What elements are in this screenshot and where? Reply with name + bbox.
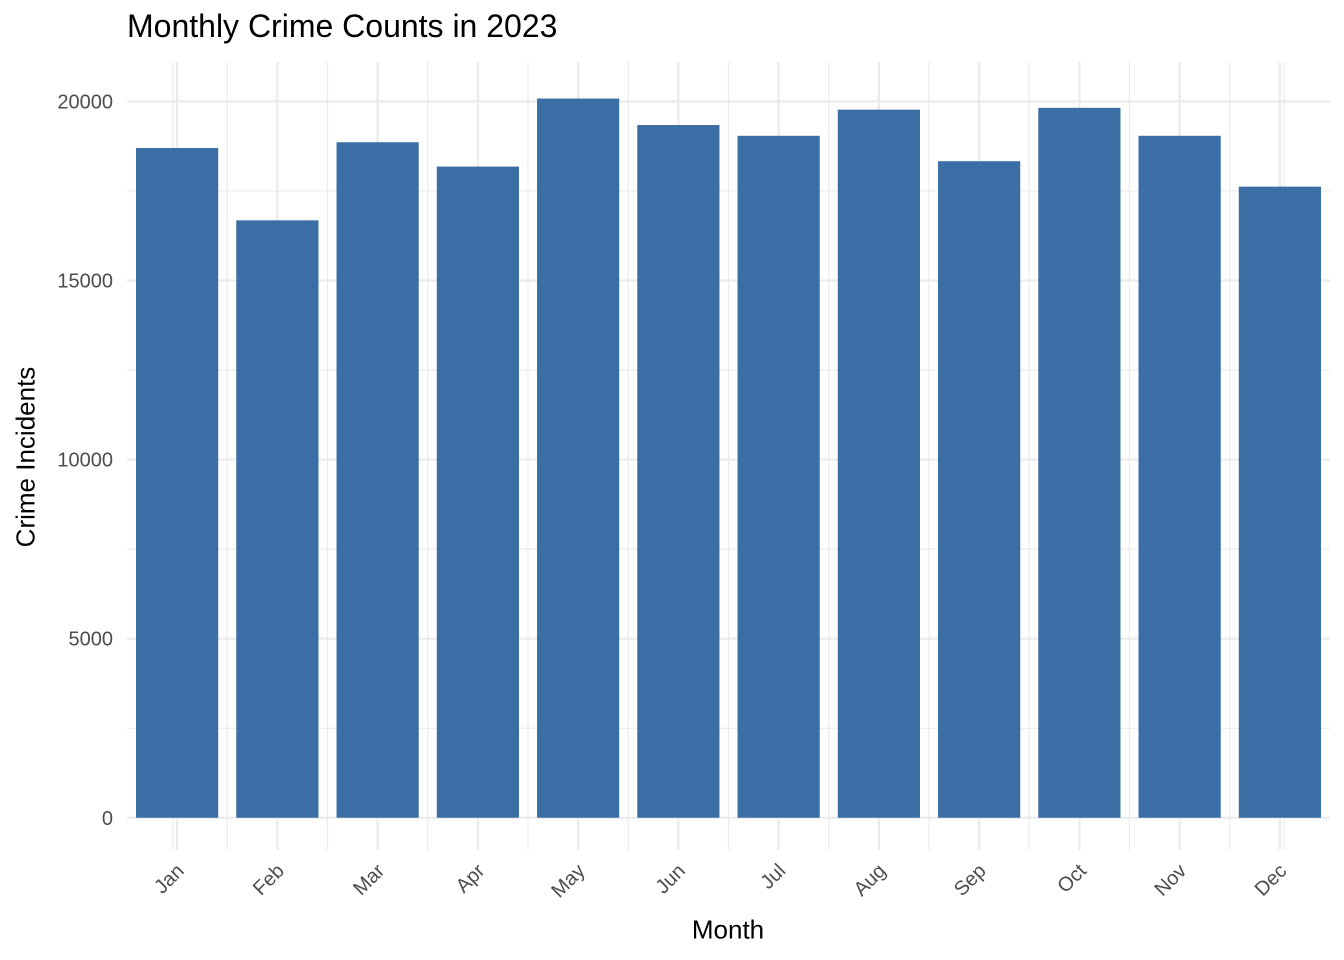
bar-jun <box>637 125 720 818</box>
y-tick-label: 10000 <box>57 450 113 472</box>
y-axis-title: Crime Incidents <box>10 366 41 548</box>
x-tick-label: Apr <box>452 860 490 898</box>
x-tick-label: Nov <box>1150 860 1191 901</box>
bar-dec <box>1238 186 1321 818</box>
bar-nov <box>1138 135 1221 818</box>
bar-may <box>537 98 620 818</box>
chart-title: Monthly Crime Counts in 2023 <box>127 8 558 44</box>
y-tick-label: 20000 <box>57 91 113 113</box>
bar-apr <box>436 166 519 818</box>
bar-jul <box>737 135 820 818</box>
y-tick-label: 0 <box>102 808 113 830</box>
x-tick-label: Jul <box>757 860 791 894</box>
bar-jan <box>136 147 219 818</box>
bar-feb <box>236 220 319 818</box>
x-tick-label: Jan <box>150 860 188 898</box>
x-axis-title: Month <box>691 914 765 945</box>
x-tick-label: Dec <box>1251 860 1292 901</box>
y-tick-label: 5000 <box>69 629 114 651</box>
y-tick-label: 15000 <box>57 270 113 292</box>
x-tick-label: Jun <box>652 860 690 898</box>
bar-mar <box>336 142 419 818</box>
bar-oct <box>1038 107 1121 818</box>
x-tick-label: Feb <box>249 860 289 900</box>
x-tick-label: Sep <box>950 860 991 901</box>
x-tick-label: Aug <box>850 860 891 901</box>
bar-sep <box>938 161 1021 818</box>
x-tick-label: Oct <box>1053 860 1091 898</box>
x-tick-label: Mar <box>349 860 389 900</box>
bar-aug <box>837 109 920 818</box>
x-tick-label: May <box>547 860 589 902</box>
